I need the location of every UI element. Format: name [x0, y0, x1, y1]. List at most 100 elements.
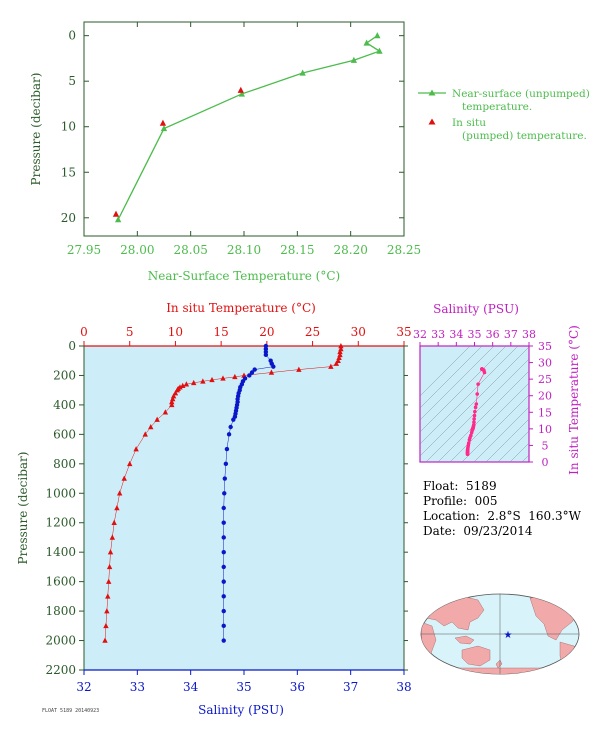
salinity-point: [249, 370, 255, 375]
unpumped-temperature-point: [238, 90, 246, 97]
salinity-point: [224, 446, 230, 452]
temperature-point: [105, 578, 112, 584]
pressure-tick-label: 1000: [45, 486, 76, 500]
temperature-tick-label: 5: [126, 325, 134, 339]
salinity-tick-label: 37: [343, 680, 358, 694]
salinity-point: [226, 432, 232, 437]
salinity-point: [221, 579, 226, 584]
ts-point: [482, 370, 487, 375]
near-surface-y-tick-label: 10: [61, 120, 76, 134]
near-surface-ylabel: Pressure (decibar): [29, 73, 43, 186]
near-surface-x-ticks: 27.95 28.00 28.05 28.10 28.15 28.20 28.25: [67, 22, 421, 257]
temperature-point: [111, 519, 117, 525]
temperature-tick-label: 0: [80, 325, 88, 339]
ts-salinity-tick-label: 32: [413, 328, 427, 341]
temperature-point: [107, 549, 114, 555]
temperature-tick-label: 25: [305, 325, 320, 339]
salinity-point: [263, 352, 269, 358]
near-surface-x-tick-label: 27.95: [67, 243, 101, 257]
ts-temperature-tick-label: 20: [538, 390, 552, 403]
near-surface-y-tick-label: 15: [61, 165, 76, 179]
pumped-temperature-point: [237, 86, 244, 93]
ts-point: [475, 392, 480, 396]
temperature-point: [116, 490, 123, 496]
salinity-tick-label: 32: [76, 680, 91, 694]
unpumped-temperature-point: [114, 216, 122, 223]
temperature-point: [338, 343, 344, 349]
near-surface-x-tick-label: 28.05: [173, 243, 207, 257]
density-contour: [437, 370, 529, 462]
temperature-point: [162, 409, 169, 415]
temperature-point: [114, 505, 120, 511]
map-land-australia: [461, 645, 491, 667]
temperature-point: [200, 378, 206, 384]
ts-salinity-tick-label: 38: [522, 328, 536, 341]
ts-point: [472, 420, 476, 425]
temperature-point: [169, 398, 175, 405]
ts-temperature-tick-label: 0: [542, 456, 549, 469]
density-contour: [461, 394, 529, 462]
profile-ylabel: Pressure (decibar): [16, 452, 30, 565]
ts-point: [472, 413, 477, 418]
ts-point: [469, 430, 474, 435]
profile-plot-area: [84, 346, 404, 670]
density-contour: [425, 358, 529, 462]
temperature-point: [328, 363, 334, 369]
density-contour: [473, 406, 529, 462]
salinity-tick-label: 35: [236, 680, 251, 694]
map-land-new-zealand: [495, 659, 503, 669]
density-contour: [521, 454, 529, 462]
near-surface-x-tick-label: 28.15: [280, 243, 314, 257]
ts-salinity-tick-label: 35: [468, 328, 482, 341]
unpumped-temperature-point: [299, 69, 306, 76]
pressure-tick-label: 800: [53, 457, 76, 471]
salinity-point: [221, 535, 226, 540]
ts-point: [473, 405, 478, 410]
pressure-tick-label: 1800: [45, 604, 76, 618]
float-location: Location: 2.8°S 160.3°W: [423, 509, 581, 523]
temperature-point: [109, 534, 116, 540]
legend-pumped-label: In situ (pumped) temperature.: [452, 117, 587, 142]
density-contours: [420, 346, 529, 462]
near-surface-x-tick-label: 28.10: [227, 243, 261, 257]
pressure-tick-label: 200: [53, 368, 76, 382]
temperature-point: [106, 563, 113, 570]
temperature-point: [133, 446, 139, 452]
temperature-tick-label: 30: [351, 325, 366, 339]
salinity-tick-label: 33: [130, 680, 145, 694]
ts-temperature-tick-label: 10: [538, 423, 552, 436]
salinity-point: [221, 608, 226, 614]
salinity-point: [247, 373, 252, 378]
pressure-tick-label: 2000: [45, 634, 76, 648]
temperature-tick-label: 10: [168, 325, 183, 339]
salinity-point: [221, 638, 226, 643]
float-id: Float: 5189: [423, 479, 497, 493]
ts-salinity-ticks: 32 33 34 35 36 37 38: [413, 328, 536, 346]
density-contour: [449, 382, 529, 462]
profile-date: Date: 09/23/2014: [423, 524, 533, 538]
ts-salinity-tick-label: 36: [486, 328, 500, 341]
temperature-point: [268, 369, 275, 375]
salinity-point: [221, 505, 226, 511]
pressure-tick-label: 1400: [45, 545, 76, 559]
figure-caption: FLOAT 5189 20140923: [42, 708, 100, 714]
profile-marks: [102, 343, 344, 643]
temperature-point: [232, 373, 238, 380]
ts-temperature-tick-label: 35: [538, 340, 552, 353]
temperature-point: [183, 381, 190, 387]
unpumped-temperature-point: [350, 56, 358, 63]
salinity-point: [221, 564, 226, 570]
temperature-point: [333, 360, 340, 366]
salinity-point: [221, 623, 226, 629]
temperature-point: [220, 375, 226, 381]
temperature-point: [154, 416, 160, 422]
salinity-tick-label: 36: [290, 680, 305, 694]
near-surface-x-tick-label: 28.25: [387, 243, 421, 257]
near-surface-y-ticks: 0 5 10 15 20: [61, 29, 404, 225]
unpumped-temperature-line: [117, 35, 381, 220]
temperature-point: [104, 608, 110, 614]
temperature-point: [191, 379, 197, 386]
pressure-tick-label: 0: [68, 339, 76, 353]
ts-point: [465, 452, 470, 457]
